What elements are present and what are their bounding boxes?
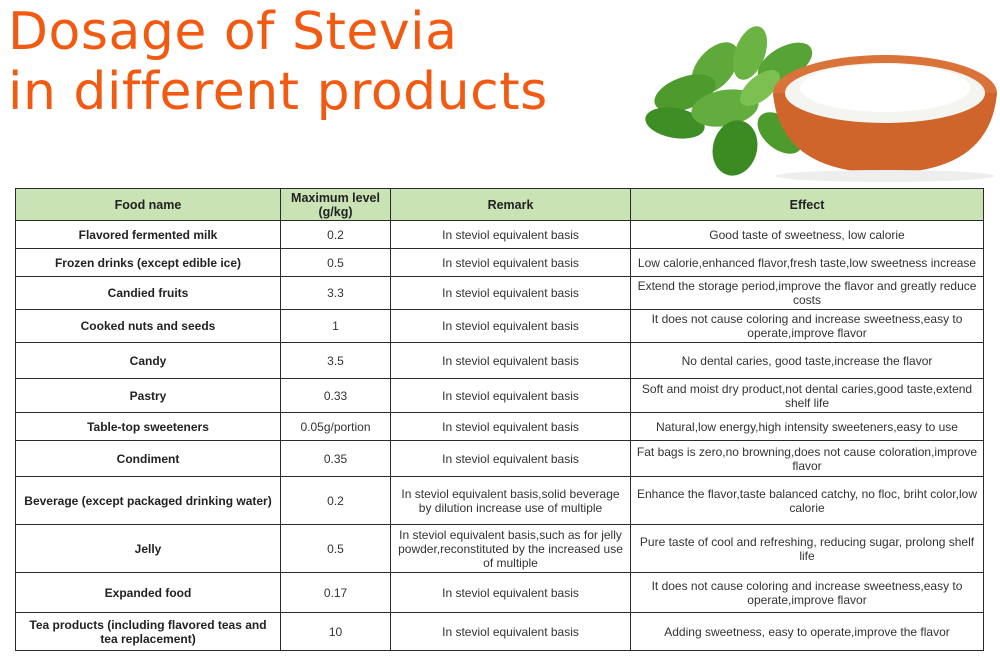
table-row: Candy 3.5 In steviol equivalent basis No… bbox=[15, 342, 984, 379]
header-maximum-level: Maximum level (g/kg) bbox=[280, 188, 391, 221]
table-row: Table-top sweeteners 0.05g/portion In st… bbox=[15, 412, 984, 441]
remark-cell: In steviol equivalent basis,solid bevera… bbox=[390, 476, 631, 525]
effect-cell: Good taste of sweetness, low calorie bbox=[630, 220, 984, 249]
effect-cell: Adding sweetness, easy to operate,improv… bbox=[630, 612, 984, 651]
max-level-cell: 10 bbox=[280, 612, 391, 651]
header-remark: Remark bbox=[390, 188, 631, 221]
header-food-name: Food name bbox=[15, 188, 281, 221]
max-level-cell: 0.2 bbox=[280, 220, 391, 249]
effect-cell: It does not cause coloring and increase … bbox=[630, 572, 984, 613]
effect-cell: It does not cause coloring and increase … bbox=[630, 309, 984, 343]
max-level-cell: 0.35 bbox=[280, 440, 391, 477]
table-row: Cooked nuts and seeds 1 In steviol equiv… bbox=[15, 309, 984, 343]
max-level-cell: 0.5 bbox=[280, 524, 391, 573]
food-name-cell: Jelly bbox=[15, 524, 281, 573]
remark-cell: In steviol equivalent basis bbox=[390, 309, 631, 343]
food-name-cell: Frozen drinks (except edible ice) bbox=[15, 248, 281, 277]
table-row: Jelly 0.5 In steviol equivalent basis,su… bbox=[15, 524, 984, 573]
table-header-row: Food name Maximum level (g/kg) Remark Ef… bbox=[15, 188, 984, 221]
remark-cell: In steviol equivalent basis bbox=[390, 378, 631, 413]
max-level-cell: 0.33 bbox=[280, 378, 391, 413]
max-level-cell: 1 bbox=[280, 309, 391, 343]
food-name-cell: Cooked nuts and seeds bbox=[15, 309, 281, 343]
header-effect: Effect bbox=[630, 188, 984, 221]
food-name-cell: Beverage (except packaged drinking water… bbox=[15, 476, 281, 525]
title-line-2: in different products bbox=[8, 62, 548, 122]
effect-cell: Fat bags is zero,no browning,does not ca… bbox=[630, 440, 984, 477]
food-name-cell: Table-top sweeteners bbox=[15, 412, 281, 441]
remark-cell: In steviol equivalent basis bbox=[390, 342, 631, 379]
food-name-cell: Tea products (including flavored teas an… bbox=[15, 612, 281, 651]
table-row: Tea products (including flavored teas an… bbox=[15, 612, 984, 651]
effect-cell: Pure taste of cool and refreshing, reduc… bbox=[630, 524, 984, 573]
page-title: Dosage of Stevia in different products bbox=[8, 2, 548, 122]
max-level-cell: 0.17 bbox=[280, 572, 391, 613]
food-name-cell: Pastry bbox=[15, 378, 281, 413]
effect-cell: Soft and moist dry product,not dental ca… bbox=[630, 378, 984, 413]
title-line-1: Dosage of Stevia bbox=[8, 2, 458, 62]
stevia-leaves-icon bbox=[645, 26, 813, 176]
remark-cell: In steviol equivalent basis bbox=[390, 276, 631, 310]
food-name-cell: Condiment bbox=[15, 440, 281, 477]
effect-cell: Enhance the flavor,taste balanced catchy… bbox=[630, 476, 984, 525]
remark-cell: In steviol equivalent basis bbox=[390, 412, 631, 441]
max-level-cell: 3.5 bbox=[280, 342, 391, 379]
food-name-cell: Candy bbox=[15, 342, 281, 379]
remark-cell: In steviol equivalent basis bbox=[390, 612, 631, 651]
food-name-cell: Candied fruits bbox=[15, 276, 281, 310]
effect-cell: No dental caries, good taste,increase th… bbox=[630, 342, 984, 379]
max-level-cell: 3.3 bbox=[280, 276, 391, 310]
remark-cell: In steviol equivalent basis bbox=[390, 248, 631, 277]
bowl-icon bbox=[773, 55, 997, 182]
stevia-bowl-image bbox=[645, 26, 997, 182]
max-level-cell: 0.5 bbox=[280, 248, 391, 277]
remark-cell: In steviol equivalent basis bbox=[390, 572, 631, 613]
food-name-cell: Expanded food bbox=[15, 572, 281, 613]
effect-cell: Extend the storage period,improve the fl… bbox=[630, 276, 984, 310]
table-row: Expanded food 0.17 In steviol equivalent… bbox=[15, 572, 984, 613]
max-level-cell: 0.2 bbox=[280, 476, 391, 525]
max-level-cell: 0.05g/portion bbox=[280, 412, 391, 441]
table-row: Beverage (except packaged drinking water… bbox=[15, 476, 984, 525]
remark-cell: In steviol equivalent basis,such as for … bbox=[390, 524, 631, 573]
remark-cell: In steviol equivalent basis bbox=[390, 440, 631, 477]
stevia-dosage-table: Food name Maximum level (g/kg) Remark Ef… bbox=[15, 188, 984, 651]
table-row: Condiment 0.35 In steviol equivalent bas… bbox=[15, 440, 984, 477]
effect-cell: Low calorie,enhanced flavor,fresh taste,… bbox=[630, 248, 984, 277]
table-row: Candied fruits 3.3 In steviol equivalent… bbox=[15, 276, 984, 310]
food-name-cell: Flavored fermented milk bbox=[15, 220, 281, 249]
table-row: Flavored fermented milk 0.2 In steviol e… bbox=[15, 220, 984, 249]
table-row: Frozen drinks (except edible ice) 0.5 In… bbox=[15, 248, 984, 277]
table-row: Pastry 0.33 In steviol equivalent basis … bbox=[15, 378, 984, 413]
remark-cell: In steviol equivalent basis bbox=[390, 220, 631, 249]
effect-cell: Natural,low energy,high intensity sweete… bbox=[630, 412, 984, 441]
